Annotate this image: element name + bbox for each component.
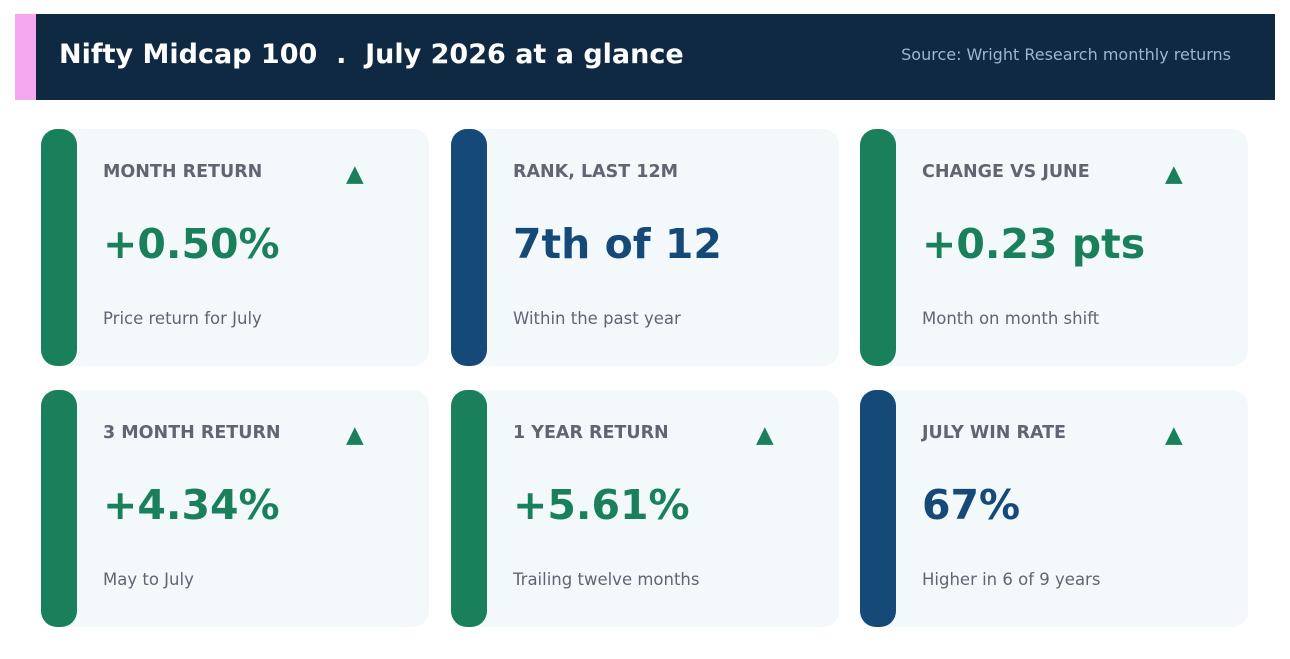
- card-accent-bar: [860, 390, 896, 627]
- up-triangle-icon: ▲: [756, 422, 774, 448]
- card-accent-bar: [860, 129, 896, 366]
- card-label: 3 MONTH RETURN: [103, 423, 281, 443]
- card-value: +0.23 pts: [922, 220, 1146, 268]
- up-triangle-icon: ▲: [1165, 161, 1183, 187]
- kpi-card-month-return: MONTH RETURN ▲ +0.50% Price return for J…: [41, 129, 429, 366]
- card-value: 7th of 12: [513, 220, 722, 268]
- card-value: +4.34%: [103, 481, 280, 529]
- kpi-card-change-vs-june: CHANGE VS JUNE ▲ +0.23 pts Month on mont…: [860, 129, 1248, 366]
- card-label: RANK, LAST 12M: [513, 162, 679, 182]
- up-triangle-icon: ▲: [1165, 422, 1183, 448]
- card-value: 67%: [922, 481, 1021, 529]
- card-caption: Trailing twelve months: [513, 570, 700, 589]
- card-label: MONTH RETURN: [103, 162, 263, 182]
- kpi-card-rank: RANK, LAST 12M 7th of 12 Within the past…: [451, 129, 839, 366]
- card-accent-bar: [451, 390, 487, 627]
- kpi-card-3-month-return: 3 MONTH RETURN ▲ +4.34% May to July: [41, 390, 429, 627]
- card-label: CHANGE VS JUNE: [922, 162, 1090, 182]
- card-caption: Month on month shift: [922, 309, 1100, 328]
- header-accent-stripe: [15, 14, 36, 100]
- header-banner: Nifty Midcap 100 . July 2026 at a glance…: [15, 14, 1275, 100]
- card-accent-bar: [41, 129, 77, 366]
- card-value: +0.50%: [103, 220, 280, 268]
- card-label: 1 YEAR RETURN: [513, 423, 669, 443]
- page-title: Nifty Midcap 100 . July 2026 at a glance: [59, 39, 684, 70]
- card-caption: Higher in 6 of 9 years: [922, 570, 1101, 589]
- card-caption: Within the past year: [513, 309, 681, 328]
- kpi-card-1-year-return: 1 YEAR RETURN ▲ +5.61% Trailing twelve m…: [451, 390, 839, 627]
- source-note: Source: Wright Research monthly returns: [901, 45, 1231, 64]
- card-caption: May to July: [103, 570, 194, 589]
- card-accent-bar: [41, 390, 77, 627]
- card-caption: Price return for July: [103, 309, 262, 328]
- up-triangle-icon: ▲: [346, 422, 364, 448]
- card-label: JULY WIN RATE: [922, 423, 1067, 443]
- up-triangle-icon: ▲: [346, 161, 364, 187]
- card-accent-bar: [451, 129, 487, 366]
- kpi-card-july-win-rate: JULY WIN RATE ▲ 67% Higher in 6 of 9 yea…: [860, 390, 1248, 627]
- card-value: +5.61%: [513, 481, 690, 529]
